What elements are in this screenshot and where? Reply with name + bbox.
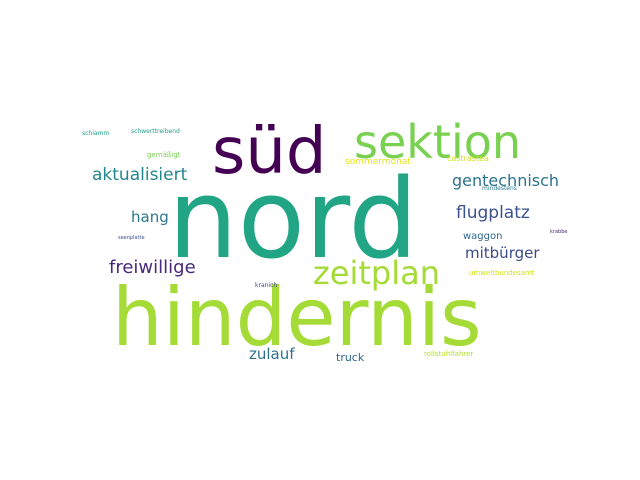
word-kranich: kranich: [255, 282, 277, 289]
word-freiwillige: freiwillige: [109, 257, 196, 278]
word-gemassigt: gemäßigt: [147, 151, 181, 159]
word-zulauf: zulauf: [249, 345, 295, 363]
word-hindernis: hindernis: [112, 271, 482, 364]
word-umweltbundesamt: umweltbundesamt: [469, 269, 535, 277]
word-krabbe: krabbe: [550, 229, 567, 235]
word-schiamm: schiamm: [82, 130, 109, 137]
word-waggon: waggon: [463, 231, 502, 242]
word-castrastea: castrastea: [447, 154, 489, 163]
word-flugplatz: flugplatz: [456, 203, 530, 223]
word-truck: truck: [336, 351, 365, 364]
word-mindestens: mindestens: [482, 185, 517, 192]
word-aktualisiert: aktualisiert: [92, 165, 188, 185]
word-zeitplan: zeitplan: [313, 254, 440, 292]
word-mitburger: mitbürger: [465, 244, 540, 262]
word-sud: süd: [212, 115, 327, 189]
word-nord: nord: [168, 155, 418, 283]
word-seenplatte: seenplatte: [118, 235, 145, 241]
word-gentechnisch: gentechnisch: [452, 171, 559, 190]
word-sommermonat: sommermonat: [345, 157, 411, 167]
word-sektion: sektion: [354, 115, 521, 169]
word-rollstuhlfahrer: rollstuhlfahrer: [424, 350, 473, 358]
word-hang: hang: [131, 208, 169, 226]
word-schwerttreibend: schwerttreibend: [131, 128, 180, 135]
